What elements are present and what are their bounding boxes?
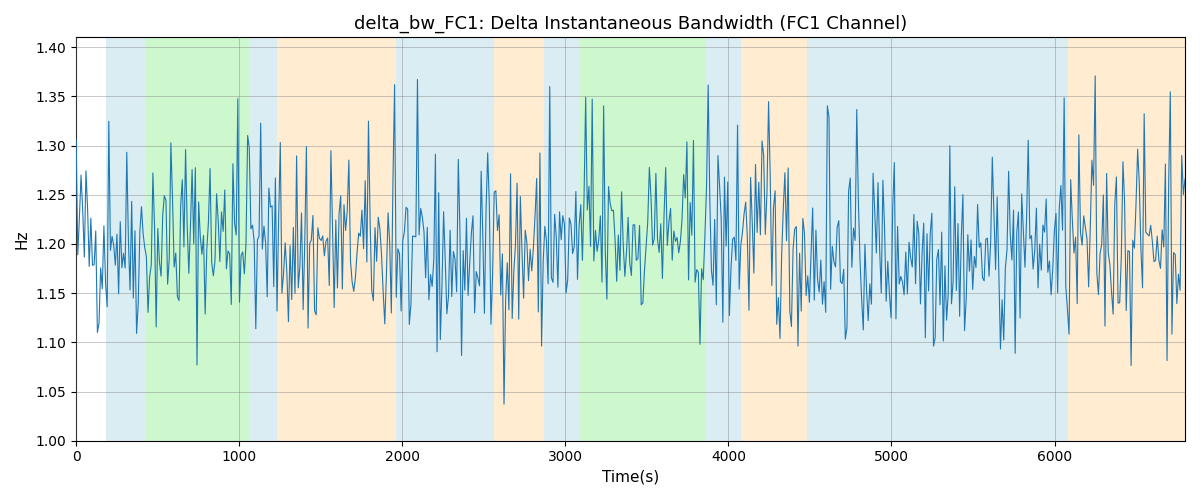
X-axis label: Time(s): Time(s) bbox=[602, 470, 659, 485]
Bar bbox=[146, 38, 250, 440]
Title: delta_bw_FC1: Delta Instantaneous Bandwidth (FC1 Channel): delta_bw_FC1: Delta Instantaneous Bandwi… bbox=[354, 15, 907, 34]
Bar bbox=[107, 38, 146, 440]
Bar bbox=[250, 38, 277, 440]
Bar bbox=[277, 38, 396, 440]
Bar bbox=[396, 38, 493, 440]
Bar bbox=[493, 38, 544, 440]
Bar bbox=[1068, 38, 1184, 440]
Bar bbox=[806, 38, 1068, 440]
Bar bbox=[544, 38, 580, 440]
Y-axis label: Hz: Hz bbox=[14, 230, 30, 249]
Bar bbox=[580, 38, 706, 440]
Bar bbox=[706, 38, 742, 440]
Bar bbox=[742, 38, 806, 440]
